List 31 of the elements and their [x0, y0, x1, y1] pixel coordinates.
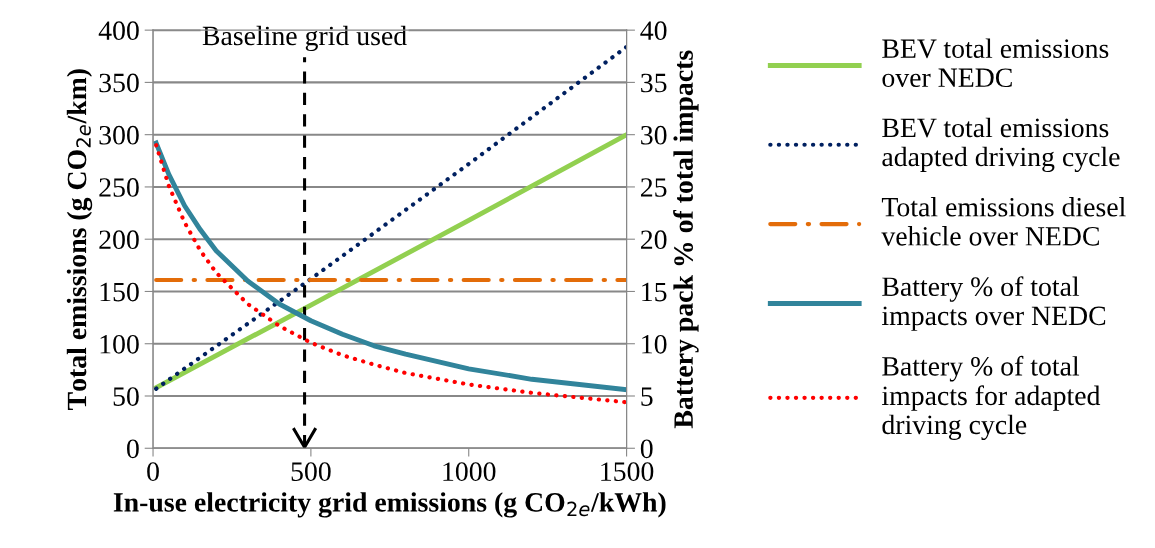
x-tick-label: 0	[147, 462, 159, 482]
x-axis-title: In-use electricity grid emissions (g CO$_{2e}$/kWh)	[113, 492, 666, 518]
y-tick-label: 200	[99, 230, 139, 250]
legend-label: Total emissions diesel vehicle over NEDC	[881, 197, 1126, 246]
y-axis-title: Total emissions (g CO$_{2e}$/km)	[66, 69, 93, 411]
x-tick-label: 1500	[601, 462, 654, 482]
y-tick-label: 400	[98, 21, 139, 41]
y2-axis-title: Battery pack % of total impacts	[673, 50, 699, 429]
y-tick-label: 250	[99, 178, 139, 197]
y-tick-label: 50	[113, 387, 139, 406]
y-tick-label: 0	[127, 439, 139, 459]
y2-tick-label: 25	[641, 178, 667, 197]
y2-tick-label: 0	[640, 439, 653, 459]
ref-line-label: Baseline grid used	[202, 25, 407, 52]
y-tick-label: 100	[100, 334, 139, 354]
y2-tick-label: 30	[641, 125, 667, 145]
y2-tick-label: 35	[641, 73, 667, 93]
y2-tick-label: 40	[640, 21, 667, 41]
y-tick-label: 300	[99, 125, 139, 145]
legend-label: BEV total emissions over NEDC	[882, 38, 1109, 88]
y2-tick-label: 5	[641, 387, 653, 406]
y-tick-label: 350	[99, 73, 139, 93]
legend-label: Battery % of total impacts over NEDC	[881, 276, 1106, 331]
y2-tick-label: 20	[641, 230, 667, 250]
y2-tick-label: 15	[642, 282, 667, 302]
y-tick-label: 150	[100, 282, 139, 302]
legend-label: BEV total emissions adapted driving cycle	[882, 117, 1120, 173]
x-tick-label: 500	[291, 462, 331, 482]
y2-tick-label: 10	[642, 334, 667, 354]
x-tick-label: 1000	[443, 462, 496, 482]
legend-label: Battery % of total impacts for adapted driving cycle	[881, 355, 1101, 440]
